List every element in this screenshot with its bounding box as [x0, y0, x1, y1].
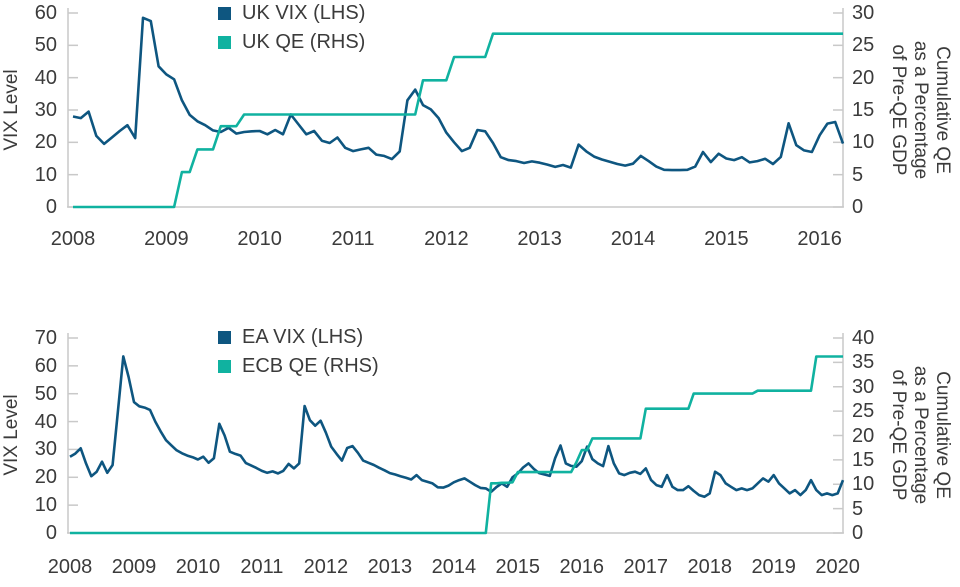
left-y-tick-label: 40: [34, 66, 57, 89]
legend-item-ea-vix: EA VIX (LHS): [218, 326, 379, 348]
right-y-tick-label: 5: [852, 497, 864, 520]
left-y-tick-label: 30: [34, 99, 57, 121]
left-y-tick-label: 70: [34, 327, 57, 349]
x-axis-tick-label: 2015: [704, 228, 749, 250]
x-axis-tick-label: 2013: [367, 556, 413, 578]
legend-item-uk-vix: UK VIX (LHS): [218, 2, 366, 24]
x-axis-tick-label: 2014: [431, 556, 477, 578]
right-y-tick-label: 30: [852, 375, 875, 398]
uk-vix-legend-label: UK VIX (LHS): [242, 2, 366, 24]
right-y-tick-label: 30: [852, 2, 875, 24]
right-y-tick-label: 25: [852, 400, 875, 423]
right-y-tick-label: 40: [852, 327, 875, 349]
x-axis-tick-label: 2016: [797, 228, 842, 250]
x-axis-tick-label: 2010: [237, 228, 282, 250]
right-y-tick-label: 0: [852, 522, 864, 544]
left-y-tick-label: 40: [34, 410, 57, 433]
uk-qe-swatch-icon: [218, 35, 231, 49]
left-y-tick-label: 10: [34, 163, 57, 186]
ea-vix-swatch-icon: [218, 330, 231, 344]
left-y-tick-label: 20: [34, 466, 57, 489]
ea-vix-lhs-line: [69, 355, 845, 499]
left-y-tick-label: 20: [34, 131, 57, 154]
ea-legend: EA VIX (LHS) ECB QE (RHS): [218, 326, 379, 388]
left-y-tick-label: 10: [34, 494, 57, 517]
ecb-qe-swatch-icon: [218, 359, 231, 373]
right-y-tick-label: 0: [852, 196, 864, 218]
x-axis-tick-label: 2011: [331, 228, 375, 250]
x-axis-tick-label: 2014: [610, 228, 656, 250]
uk-vix-qe-chart: UK VIX (LHS) UK QE (RHS) VIX Level Cumul…: [1, 2, 953, 250]
right-y-tick-label: 35: [852, 351, 875, 374]
ea-vix-qe-chart: EA VIX (LHS) ECB QE (RHS) VIX Level Cumu…: [0, 300, 960, 587]
left-y-tick-label: 50: [34, 382, 57, 405]
ecb-qe-rhs-line: [70, 355, 843, 535]
uk-vix-lhs-line: [72, 16, 845, 172]
ea-plot-area: [67, 333, 845, 535]
x-axis-tick-label: 2009: [111, 556, 157, 578]
x-axis-tick-label: 2018: [687, 556, 732, 578]
x-axis-tick-label: 2010: [175, 556, 221, 578]
x-axis-tick-label: 2008: [50, 228, 96, 250]
left-y-tick-label: 0: [45, 522, 57, 544]
x-axis-tick-label: 2008: [47, 556, 93, 578]
uk-qe-legend-label: UK QE (RHS): [242, 31, 366, 53]
x-axis-tick-label: 2019: [751, 556, 796, 578]
right-y-tick-label: 20: [852, 66, 875, 89]
legend-item-uk-qe: UK QE (RHS): [218, 31, 366, 53]
right-y-tick-label: 5: [852, 163, 864, 186]
x-axis-tick-label: 2012: [303, 556, 349, 578]
legend-item-ecb-qe: ECB QE (RHS): [218, 355, 379, 377]
ecb-qe-legend-label: ECB QE (RHS): [242, 355, 379, 377]
right-y-tick-label: 10: [852, 473, 875, 496]
x-axis-tick-label: 2016: [559, 556, 605, 578]
right-y-tick-label: 20: [852, 424, 875, 447]
left-y-tick-label: 30: [34, 438, 57, 461]
x-axis-tick-label: 2009: [144, 228, 189, 250]
x-axis-tick-label: 2020: [815, 556, 860, 578]
right-y-tick-label: 15: [852, 448, 875, 471]
uk-qe-rhs-line: [73, 32, 843, 209]
right-y-tick-label: 25: [852, 34, 875, 57]
uk-vix-swatch-icon: [218, 6, 231, 20]
ea-vix-legend-label: EA VIX (LHS): [242, 326, 364, 348]
x-axis-tick-label: 2012: [424, 228, 469, 250]
left-y-tick-label: 60: [34, 2, 57, 24]
right-y-tick-label: 10: [852, 131, 875, 154]
left-y-tick-label: 50: [34, 34, 57, 57]
left-y-tick-label: 0: [45, 196, 57, 218]
uk-legend: UK VIX (LHS) UK QE (RHS): [218, 2, 366, 64]
x-axis-tick-label: 2017: [623, 556, 669, 578]
x-axis-tick-label: 2015: [495, 556, 541, 578]
left-y-tick-label: 60: [34, 354, 57, 377]
x-axis-tick-label: 2011: [240, 556, 284, 578]
uk-plot-area: [67, 8, 845, 209]
right-y-tick-label: 15: [852, 99, 875, 121]
x-axis-tick-label: 2013: [517, 228, 562, 250]
